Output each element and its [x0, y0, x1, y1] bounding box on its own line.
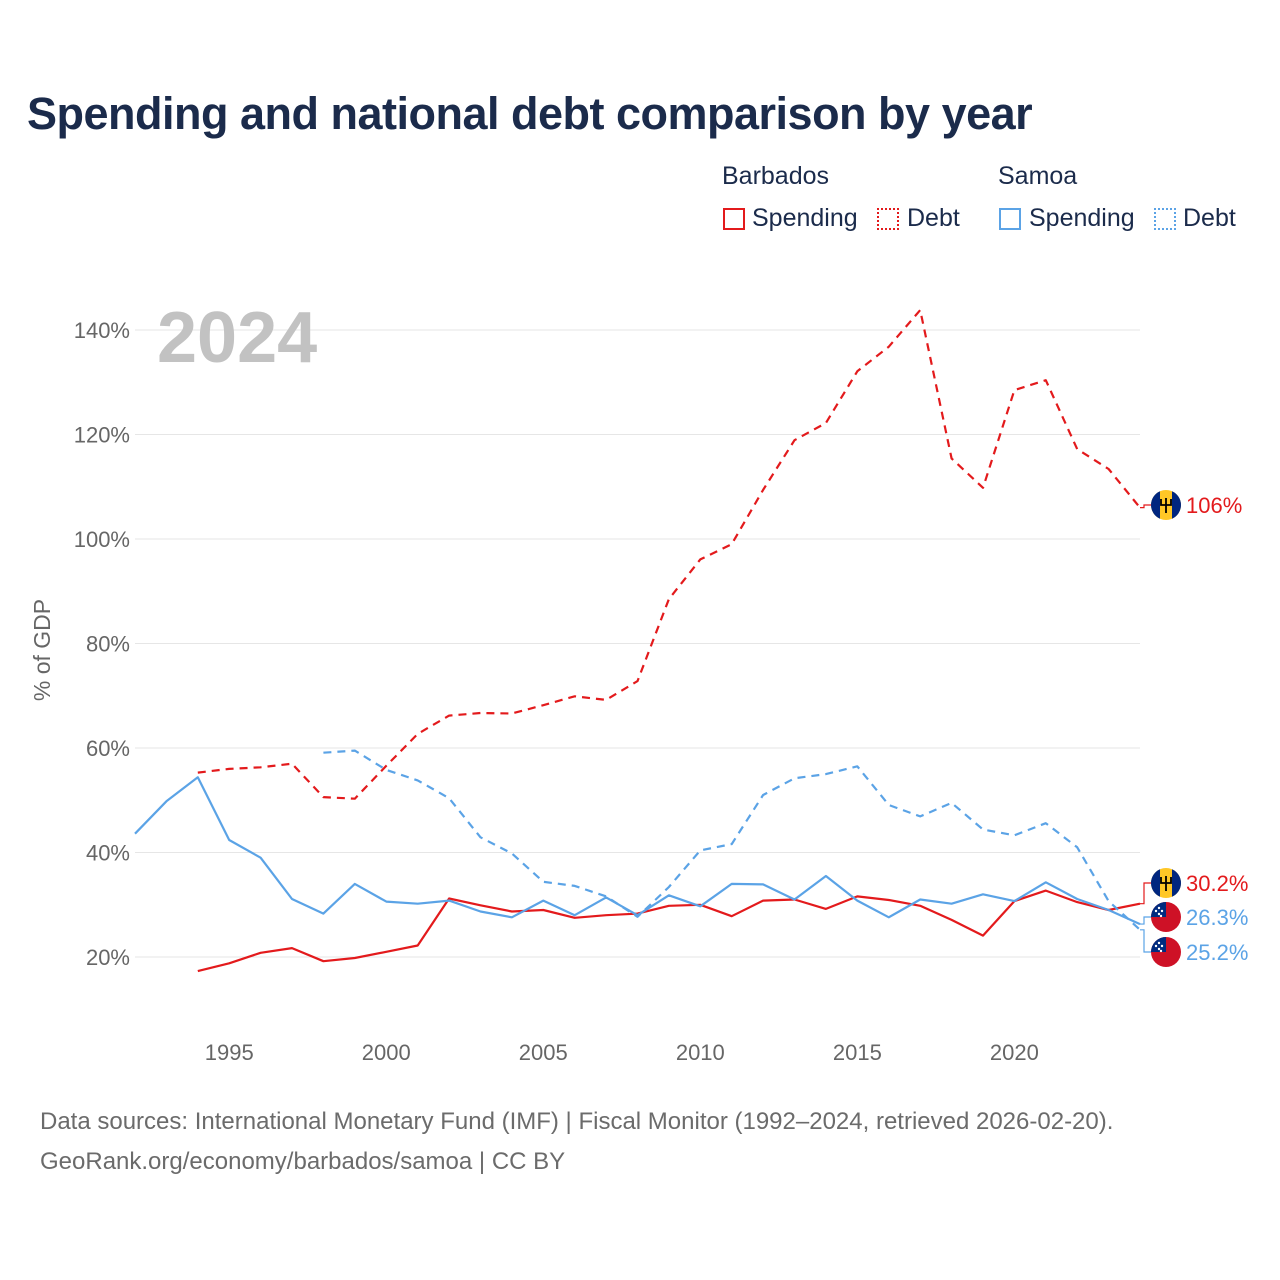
gridlines	[135, 329, 1140, 958]
y-axis-label: % of GDP	[29, 599, 55, 701]
series-samoa-debt	[323, 749, 1141, 931]
barbados-flag-icon	[1151, 868, 1181, 898]
x-tick-label: 2015	[833, 1040, 882, 1065]
series-barbados-debt	[197, 309, 1141, 800]
y-tick-label: 20%	[86, 945, 130, 970]
series-samoa-spending	[134, 776, 1141, 926]
series-lines	[134, 309, 1141, 973]
legend-label-samoa-spending[interactable]: Spending	[1029, 204, 1135, 232]
x-tick-label: 2000	[362, 1040, 411, 1065]
barbados-flag-icon	[1151, 490, 1181, 520]
x-axis-ticks: 1995 2000 2005 2010 2015 2020	[205, 1040, 1039, 1065]
end-connector	[1140, 882, 1152, 905]
end-label-barbados-debt: 106%	[1186, 493, 1242, 518]
end-connector	[1140, 916, 1152, 925]
chart-title: Spending and national debt comparison by…	[27, 88, 1033, 139]
y-axis-ticks: 20% 40% 60% 80% 100% 120% 140%	[74, 318, 130, 970]
legend-swatch-barbados-debt	[877, 208, 899, 230]
x-tick-label: 2010	[676, 1040, 725, 1065]
samoa-flag-icon	[1151, 937, 1181, 967]
y-tick-label: 100%	[74, 527, 130, 552]
legend-label-samoa-debt[interactable]: Debt	[1183, 204, 1236, 232]
y-tick-label: 120%	[74, 423, 130, 448]
y-tick-label: 60%	[86, 736, 130, 761]
end-connector	[1140, 929, 1152, 953]
end-label-samoa-spending: 26.3%	[1186, 905, 1248, 930]
source-line-1: Data sources: International Monetary Fun…	[40, 1108, 1114, 1135]
legend-group-barbados: Barbados	[722, 162, 830, 190]
end-connector	[1140, 504, 1152, 509]
x-tick-label: 2020	[990, 1040, 1039, 1065]
y-tick-label: 80%	[86, 632, 130, 657]
legend-label-barbados-spending[interactable]: Spending	[752, 204, 858, 232]
legend-swatch-samoa-debt	[1154, 208, 1176, 230]
legend-label-barbados-debt[interactable]: Debt	[907, 204, 960, 232]
legend-swatch-samoa-spending	[999, 208, 1021, 230]
source-line-2[interactable]: GeoRank.org/economy/barbados/samoa | CC …	[40, 1148, 566, 1175]
end-label-barbados-spending: 30.2%	[1186, 871, 1248, 896]
x-tick-label: 1995	[205, 1040, 254, 1065]
x-tick-label: 2005	[519, 1040, 568, 1065]
y-tick-label: 40%	[86, 841, 130, 866]
year-watermark: 2024	[157, 298, 317, 378]
y-tick-label: 140%	[74, 318, 130, 343]
legend-swatch-barbados-spending	[723, 208, 745, 230]
end-label-samoa-debt: 25.2%	[1186, 940, 1248, 965]
samoa-flag-icon	[1151, 902, 1181, 932]
legend-group-samoa: Samoa	[998, 162, 1078, 190]
end-labels: 30.2% 106% 26.3% 25.2%	[1140, 490, 1248, 967]
series-barbados-spending	[197, 889, 1141, 973]
